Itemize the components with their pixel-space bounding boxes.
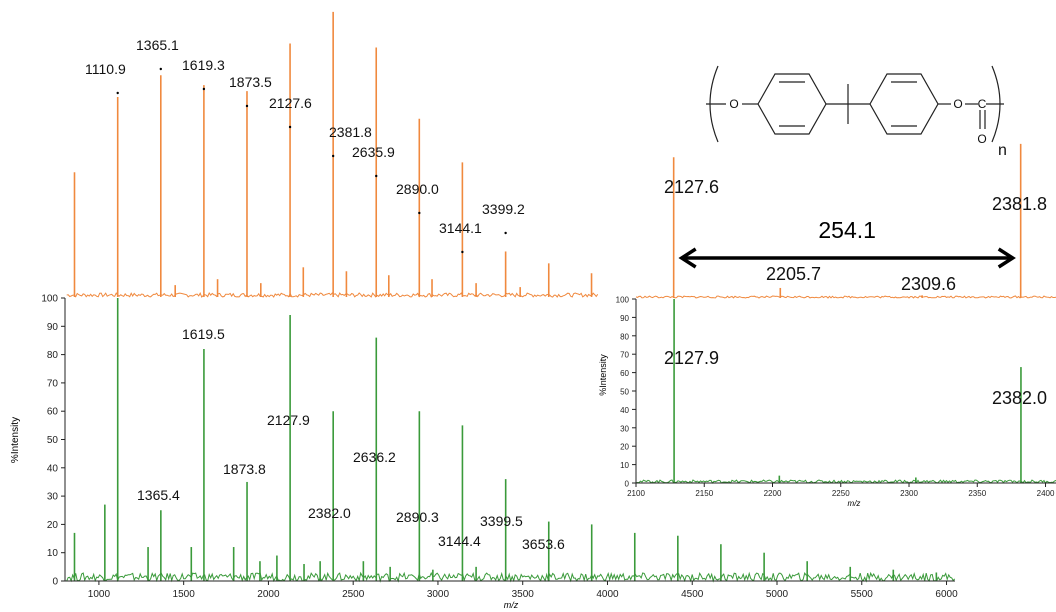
inset-panel: 2100 2150 2200 2250 2300 2350 2400 0 10 20 30 40 50 6… [598, 144, 1056, 508]
orange-peak-marker-2 [203, 88, 205, 90]
orange-peak-label-1: 1365.1 [136, 37, 179, 53]
baseline-noise-0 [67, 293, 598, 297]
y-tick-label-100: 100 [41, 294, 58, 305]
x-tick-label-6000: 6000 [935, 589, 958, 600]
y-tick-label-100: 100 [616, 296, 630, 305]
inset-orange-peak-label-0: 2127.6 [664, 177, 719, 197]
orange-peak-marker-8 [461, 251, 463, 253]
green-peak-label-7: 3144.4 [438, 533, 481, 549]
y-tick-label-60: 60 [620, 369, 629, 378]
x-tick-label-2150: 2150 [695, 489, 713, 498]
main-panel: 1000 1500 2000 2500 3000 3500 4000 4500 5000 5500… [10, 12, 958, 610]
y-tick-label-10: 10 [620, 461, 629, 470]
orange-peak-label-8: 3144.1 [439, 220, 482, 236]
orange-peak-marker-4 [289, 126, 291, 128]
orange-peak-label-0: 1110.9 [85, 61, 126, 77]
orange-peak-marker-3 [246, 105, 248, 107]
x-tick-label-5500: 5500 [851, 589, 874, 600]
main-axes: 1000 1500 2000 2500 3000 3500 4000 4500 5000 5500… [41, 294, 958, 601]
y-tick-label-30: 30 [47, 492, 59, 503]
inset-peak-labels: 2127.6 2205.7 2309.6 2381.8 2127.9 2382.0 [664, 177, 1047, 408]
y-tick-label-90: 90 [620, 314, 629, 323]
atom-o-carbonyl: O [977, 132, 986, 146]
inset-green-peak-label-1: 2382.0 [992, 388, 1047, 408]
orange-peak-label-6: 2635.9 [352, 144, 395, 160]
green-peak-label-3: 2127.9 [267, 412, 310, 428]
x-tick-label-5000: 5000 [766, 589, 789, 600]
y-tick-label-90: 90 [47, 322, 59, 333]
y-tick-label-50: 50 [47, 435, 59, 446]
orange-peak-marker-6 [375, 175, 377, 177]
y-tick-label-20: 20 [47, 520, 59, 531]
repeat-unit-n: n [998, 142, 1007, 159]
y-tick-label-40: 40 [47, 463, 59, 474]
inset-orange-peak-label-1: 2205.7 [766, 264, 821, 284]
x-tick-label-1500: 1500 [173, 589, 196, 600]
x-tick-label-2400: 2400 [1037, 489, 1055, 498]
green-peak-label-5: 2636.2 [353, 449, 396, 465]
green-peak-label-2: 1873.8 [223, 461, 266, 477]
green-peak-label-1: 1619.5 [182, 326, 225, 342]
y-tick-label-80: 80 [47, 350, 59, 361]
y-tick-label-0: 0 [625, 480, 630, 489]
orange-peak-label-4: 2127.6 [269, 95, 312, 111]
y-tick-label-70: 70 [620, 351, 629, 360]
inset-orange-peak-label-3: 2381.8 [992, 194, 1047, 214]
y-tick-label-0: 0 [52, 577, 58, 588]
green-peak-label-0: 1365.4 [137, 487, 180, 503]
y-tick-label-80: 80 [620, 332, 629, 341]
orange-peak-label-2: 1619.3 [182, 57, 225, 73]
x-tick-label-2100: 2100 [627, 489, 645, 498]
inset-green-peak-label-0: 2127.9 [664, 348, 719, 368]
x-tick-label-2350: 2350 [968, 489, 986, 498]
inset-axes: 2100 2150 2200 2250 2300 2350 2400 0 10 20 30 40 50 6… [616, 296, 1056, 499]
green-peak-label-9: 3653.6 [522, 536, 565, 552]
x-tick-label-2250: 2250 [832, 489, 850, 498]
y-tick-label-70: 70 [47, 378, 59, 389]
green-peak-label-6: 2890.3 [396, 509, 439, 525]
x-tick-label-2300: 2300 [900, 489, 918, 498]
inset-y-axis-title: %Intensity [598, 354, 608, 396]
inset-orange-peak-label-2: 2309.6 [901, 274, 956, 294]
main-orange-spectrum [67, 12, 598, 297]
y-tick-label-40: 40 [620, 406, 629, 415]
y-tick-label-30: 30 [620, 424, 629, 433]
x-tick-label-1000: 1000 [88, 589, 111, 600]
orange-peak-label-9: 3399.2 [482, 201, 525, 217]
green-peak-label-4: 2382.0 [308, 505, 351, 521]
mass-difference-label: 254.1 [818, 217, 876, 243]
x-tick-label-2200: 2200 [764, 489, 782, 498]
y-tick-label-10: 10 [47, 548, 59, 559]
orange-peak-marker-7 [418, 212, 420, 214]
orange-peak-marker-9 [504, 232, 506, 234]
baseline-noise-2 [636, 296, 1056, 298]
orange-peak-marker-5 [332, 155, 334, 157]
x-tick-label-3500: 3500 [512, 589, 535, 600]
orange-peak-label-7: 2890.0 [396, 181, 439, 197]
y-tick-label-20: 20 [620, 443, 629, 452]
inset-x-axis-title: m/z [848, 499, 861, 508]
atom-o-right: O [953, 97, 962, 111]
atom-o-left: O [729, 97, 738, 111]
green-peak-label-8: 3399.5 [480, 513, 523, 529]
orange-peak-marker-1 [160, 68, 162, 70]
main-y-axis-title: %Intensity [10, 417, 21, 463]
left-benzene-ring [758, 74, 826, 134]
mass-difference-annotation: 254.1 [682, 217, 1013, 267]
x-tick-label-4000: 4000 [596, 589, 619, 600]
atom-c-carbonyl: C [978, 97, 987, 111]
x-tick-label-4500: 4500 [681, 589, 704, 600]
orange-peak-label-5: 2381.8 [329, 124, 372, 140]
y-tick-label-50: 50 [620, 388, 629, 397]
main-x-axis-title: m/z [504, 600, 519, 610]
baseline-noise-1 [67, 573, 955, 581]
x-tick-label-3000: 3000 [427, 589, 450, 600]
orange-peak-label-3: 1873.5 [229, 74, 272, 90]
right-benzene-ring [870, 74, 938, 134]
x-tick-label-2500: 2500 [342, 589, 365, 600]
x-tick-label-2000: 2000 [257, 589, 280, 600]
y-tick-label-60: 60 [47, 407, 59, 418]
orange-peak-marker-0 [117, 92, 119, 94]
